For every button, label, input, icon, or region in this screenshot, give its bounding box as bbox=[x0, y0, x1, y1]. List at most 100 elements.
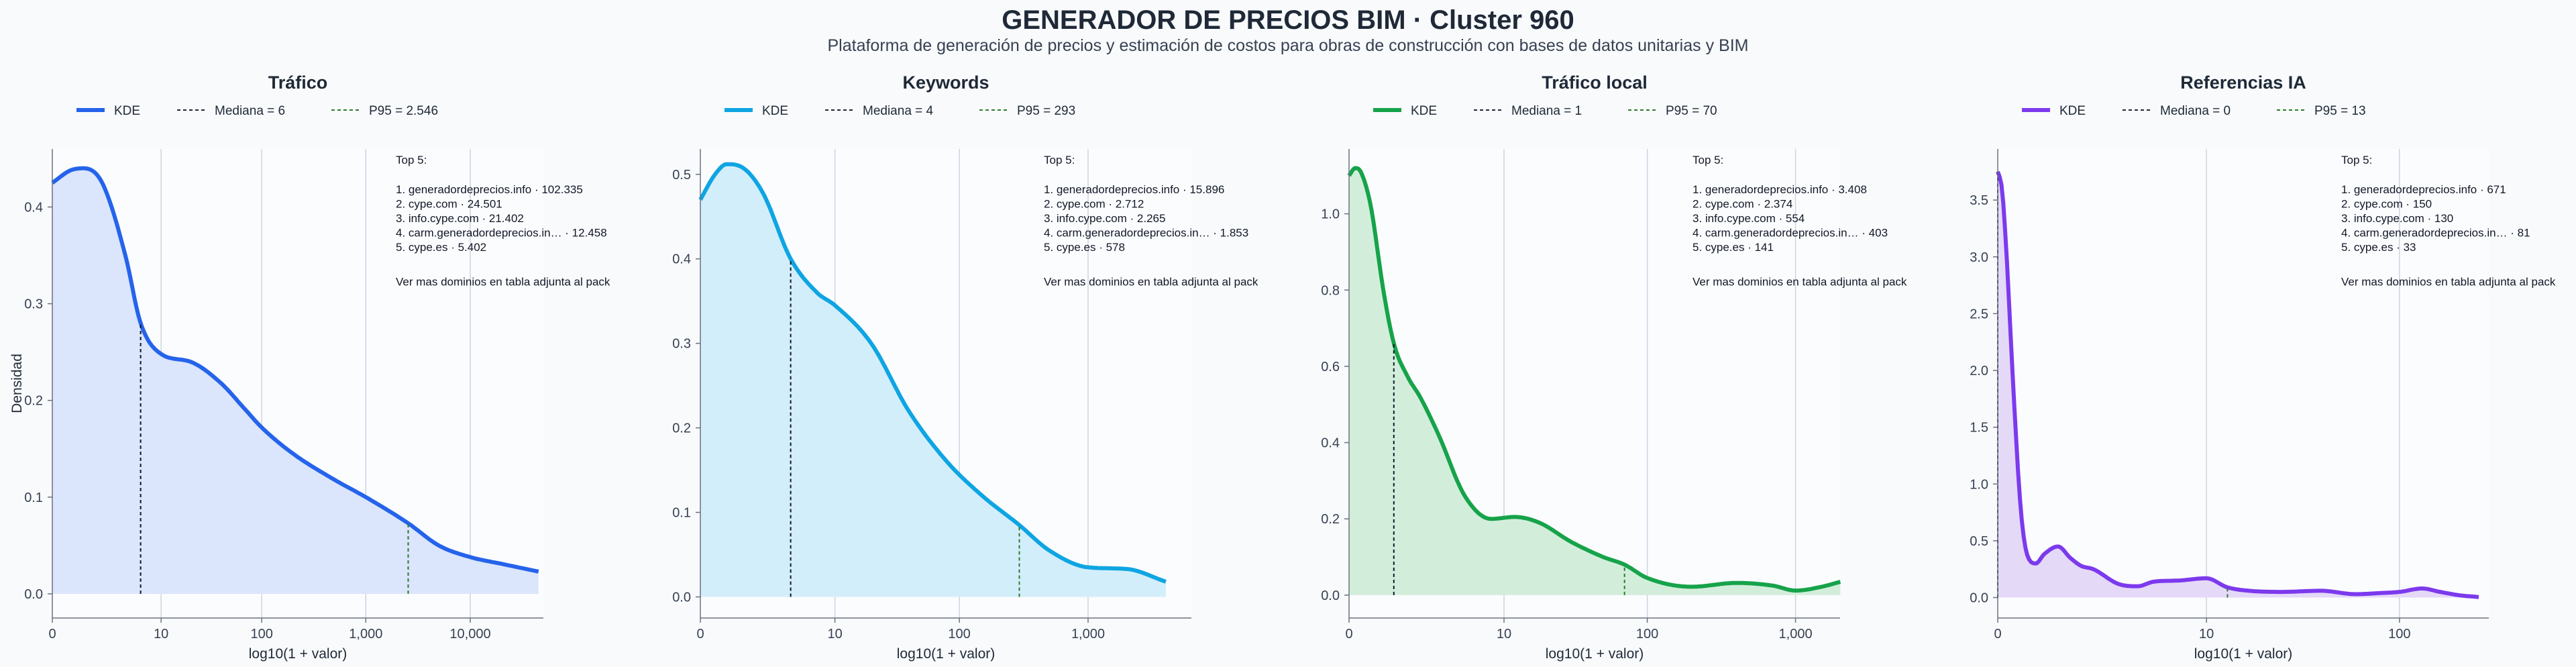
top5-heading: Top 5: bbox=[1693, 154, 1723, 166]
top5-item: 1. generadordeprecios.info · 3.408 bbox=[1693, 183, 1867, 196]
legend-median-label: Mediana = 0 bbox=[2160, 104, 2231, 118]
y-tick-label: 0.1 bbox=[24, 491, 43, 505]
top5-item: 5. cype.es · 141 bbox=[1693, 241, 1774, 254]
x-tick-label: 100 bbox=[2388, 627, 2410, 642]
x-axis-label: log10(1 + valor) bbox=[1546, 646, 1644, 662]
x-tick-label: 10,000 bbox=[449, 627, 490, 642]
chart-panel-3: Tráfico local KDE Mediana = 1 P95 = 70 0 10 10… bbox=[1321, 72, 1907, 662]
y-axis-label: Densidad bbox=[9, 354, 25, 413]
legend-kde-label: KDE bbox=[1411, 104, 1437, 118]
y-tick-label: 0.8 bbox=[1321, 283, 1340, 298]
x-tick-label: 1,000 bbox=[349, 627, 382, 642]
top5-item: 3. info.cype.com · 130 bbox=[2341, 212, 2453, 225]
chart-panel-1: Tráfico KDE Mediana = 6 P95 = 2.546 0 10 100 1,… bbox=[9, 72, 610, 662]
top5-annotation: Top 5: 1. generadordeprecios.info · 102.3… bbox=[396, 154, 610, 289]
top5-item: 3. info.cype.com · 21.402 bbox=[396, 212, 524, 225]
top5-item: 4. carm.generadordeprecios.in… · 12.458 bbox=[396, 227, 607, 240]
legend-p95-label: P95 = 13 bbox=[2314, 104, 2366, 118]
y-tick-label: 2.0 bbox=[1970, 364, 1988, 378]
x-tick-label: 10 bbox=[154, 627, 168, 642]
x-tick-label: 100 bbox=[948, 627, 970, 642]
y-tick-label: 0.0 bbox=[1970, 591, 1988, 606]
top5-footer: Ver mas dominios en tabla adjunta al pac… bbox=[396, 276, 610, 289]
x-tick-label: 1,000 bbox=[1071, 627, 1105, 642]
top5-item: 5. cype.es · 5.402 bbox=[396, 241, 486, 254]
top5-footer: Ver mas dominios en tabla adjunta al pac… bbox=[1044, 276, 1258, 289]
top5-item: 4. carm.generadordeprecios.in… · 81 bbox=[2341, 227, 2530, 240]
y-tick-label: 0.5 bbox=[672, 168, 691, 183]
x-tick-label: 10 bbox=[1497, 627, 1511, 642]
legend: KDE Mediana = 1 P95 = 70 bbox=[1373, 104, 1717, 118]
top5-footer: Ver mas dominios en tabla adjunta al pac… bbox=[1693, 276, 1907, 289]
x-axis-label: log10(1 + valor) bbox=[249, 646, 347, 662]
y-tick-label: 0.6 bbox=[1321, 360, 1340, 374]
chart-title: Referencias IA bbox=[2180, 72, 2306, 93]
kde-line bbox=[1996, 170, 2479, 599]
legend-median-label: Mediana = 4 bbox=[863, 104, 934, 118]
top5-item: 1. generadordeprecios.info · 15.896 bbox=[1044, 183, 1224, 196]
top5-item: 5. cype.es · 33 bbox=[2341, 241, 2416, 254]
top5-item: 4. carm.generadordeprecios.in… · 403 bbox=[1693, 227, 1888, 240]
y-tick-label: 0.0 bbox=[672, 591, 691, 605]
top5-item: 1. generadordeprecios.info · 102.335 bbox=[396, 183, 583, 196]
kde-area bbox=[700, 164, 1166, 597]
x-tick-label: 1,000 bbox=[1779, 627, 1813, 642]
y-tick-label: 3.0 bbox=[1970, 250, 1988, 265]
y-tick-label: 0.0 bbox=[24, 587, 43, 602]
top5-item: 5. cype.es · 578 bbox=[1044, 241, 1125, 254]
legend-p95-label: P95 = 70 bbox=[1666, 104, 1717, 118]
x-axis-label: log10(1 + valor) bbox=[897, 646, 996, 662]
legend: KDE Mediana = 0 P95 = 13 bbox=[2022, 104, 2366, 118]
top5-item: 4. carm.generadordeprecios.in… · 1.853 bbox=[1044, 227, 1248, 240]
chart-title: Keywords bbox=[902, 72, 989, 93]
chart-title: Tráfico bbox=[268, 72, 328, 93]
x-tick-label: 0 bbox=[1994, 627, 2001, 642]
plot-area bbox=[1998, 149, 2489, 618]
top5-item: 2. cype.com · 2.712 bbox=[1044, 198, 1144, 211]
y-tick-label: 0.4 bbox=[1321, 436, 1340, 451]
y-tick-label: 0.0 bbox=[1321, 588, 1340, 603]
chart-panel-4: Referencias IA KDE Mediana = 0 P95 = 13 0 10 1… bbox=[1970, 72, 2556, 662]
top5-heading: Top 5: bbox=[396, 154, 427, 166]
y-tick-label: 0.2 bbox=[1321, 512, 1340, 527]
y-tick-label: 0.4 bbox=[672, 252, 691, 267]
y-tick-label: 1.5 bbox=[1970, 421, 1988, 435]
x-tick-label: 10 bbox=[827, 627, 842, 642]
legend: KDE Mediana = 4 P95 = 293 bbox=[724, 104, 1075, 118]
top5-item: 3. info.cype.com · 554 bbox=[1693, 212, 1805, 225]
page-subtitle: Plataforma de generación de precios y es… bbox=[827, 36, 1749, 55]
top5-annotation: Top 5: 1. generadordeprecios.info · 15.89… bbox=[1044, 154, 1258, 289]
y-tick-label: 0.1 bbox=[672, 506, 691, 521]
kde-area bbox=[52, 168, 539, 595]
kde-line bbox=[1347, 166, 1841, 593]
legend-median-label: Mediana = 6 bbox=[215, 104, 285, 118]
x-tick-label: 0 bbox=[696, 627, 704, 642]
y-tick-label: 3.5 bbox=[1970, 193, 1988, 208]
top5-item: 3. info.cype.com · 2.265 bbox=[1044, 212, 1165, 225]
legend-p95-label: P95 = 2.546 bbox=[369, 104, 438, 118]
y-tick-label: 2.5 bbox=[1970, 307, 1988, 321]
legend: KDE Mediana = 6 P95 = 2.546 bbox=[76, 104, 438, 118]
x-tick-label: 100 bbox=[1636, 627, 1658, 642]
y-tick-label: 1.0 bbox=[1970, 477, 1988, 492]
top5-annotation: Top 5: 1. generadordeprecios.info · 671 2.… bbox=[2341, 154, 2556, 289]
x-tick-label: 100 bbox=[250, 627, 272, 642]
y-tick-label: 0.3 bbox=[24, 297, 43, 312]
kde-line bbox=[698, 162, 1167, 584]
top5-item: 2. cype.com · 2.374 bbox=[1693, 198, 1792, 211]
x-tick-label: 10 bbox=[2199, 627, 2214, 642]
y-tick-label: 0.2 bbox=[24, 394, 43, 409]
top5-heading: Top 5: bbox=[1044, 154, 1075, 166]
top5-item: 2. cype.com · 150 bbox=[2341, 198, 2432, 211]
y-tick-label: 0.2 bbox=[672, 421, 691, 436]
y-tick-label: 0.5 bbox=[1970, 534, 1988, 549]
y-tick-label: 0.3 bbox=[672, 337, 691, 352]
legend-kde-label: KDE bbox=[762, 104, 788, 118]
top5-footer: Ver mas dominios en tabla adjunta al pac… bbox=[2341, 276, 2556, 289]
y-tick-label: 1.0 bbox=[1321, 207, 1340, 222]
x-tick-label: 0 bbox=[1345, 627, 1352, 642]
page-title: GENERADOR DE PRECIOS BIM · Cluster 960 bbox=[1002, 5, 1574, 35]
legend-p95-label: P95 = 293 bbox=[1017, 104, 1075, 118]
